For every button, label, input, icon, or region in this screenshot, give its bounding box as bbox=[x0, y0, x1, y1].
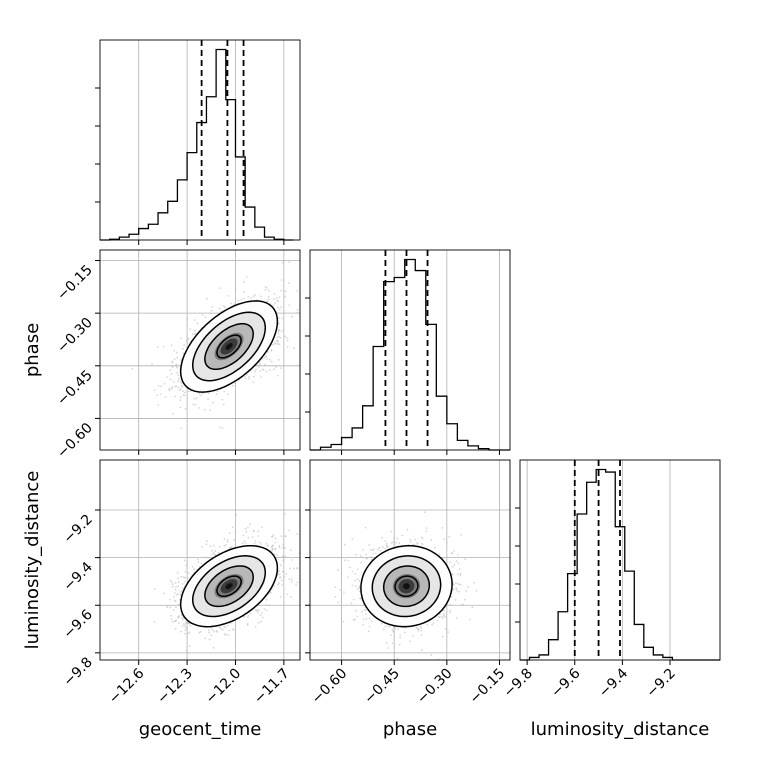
x-tick-label-phase: −0.15 bbox=[467, 666, 509, 708]
x-axis-label-phase: phase bbox=[383, 719, 437, 740]
density-luminosity-distance-vs-phase-contour-1 bbox=[382, 565, 431, 608]
x-tick-label-geocent-time: −11.7 bbox=[251, 666, 293, 708]
hist-phase-frame bbox=[309, 249, 511, 451]
x-tick-label-luminosity-distance: −9.2 bbox=[643, 666, 678, 701]
density-luminosity-distance-vs-geocent-time-contour-2 bbox=[191, 555, 267, 618]
x-tick-label-geocent-time: −12.6 bbox=[106, 665, 148, 707]
hist-luminosity-distance-panel: −9.8 −9.6 −9.4 −9.2 bbox=[501, 459, 721, 701]
density-luminosity-distance-vs-geocent-time-contour-1 bbox=[204, 565, 254, 608]
density-phase-vs-geocent-time-shade-5 bbox=[225, 343, 233, 350]
density-luminosity-distance-vs-phase-contour-0 bbox=[394, 575, 419, 598]
x-tick-label-phase: −0.45 bbox=[361, 666, 403, 708]
density-luminosity-distance-vs-phase-shade-5 bbox=[403, 583, 410, 590]
y-tick-label-phase: −0.30 bbox=[54, 315, 96, 357]
density-luminosity-distance-vs-phase-panel: −0.60 −0.45 −0.30 −0.15 bbox=[305, 459, 511, 708]
density-luminosity-distance-vs-geocent-time-contour-3 bbox=[179, 544, 279, 628]
x-axis-label-geocent-time: geocent_time bbox=[139, 719, 262, 740]
density-luminosity-distance-vs-geocent-time-shade-5 bbox=[225, 583, 233, 590]
y-tick-label-luminosity-distance: −9.2 bbox=[60, 512, 95, 547]
hist-luminosity-distance-frame bbox=[519, 459, 721, 661]
x-tick-label-luminosity-distance: −9.4 bbox=[596, 665, 631, 700]
density-phase-vs-geocent-time-contour-1 bbox=[204, 322, 254, 371]
density-phase-vs-geocent-time-panel: −0.60 −0.45 −0.30 −0.15 bbox=[54, 249, 301, 462]
density-luminosity-distance-vs-geocent-time-contour-0 bbox=[216, 575, 242, 598]
density-phase-vs-geocent-time-contour-0 bbox=[216, 334, 242, 359]
density-luminosity-distance-vs-geocent-time-panel: −12.6 −12.3 −12.0 −11.7 −9.8 −9.6 −9.4 −9.2 bbox=[60, 459, 301, 708]
y-tick-label-phase: −0.45 bbox=[54, 367, 96, 409]
hist-luminosity-distance-steps bbox=[520, 468, 720, 661]
density-phase-vs-geocent-time-contour-2 bbox=[191, 311, 267, 382]
x-tick-label-geocent-time: −12.0 bbox=[203, 666, 245, 708]
hist-geocent-time-steps bbox=[100, 48, 294, 241]
y-axis-label-luminosity-distance: luminosity_distance bbox=[22, 471, 43, 650]
y-tick-label-luminosity-distance: −9.4 bbox=[60, 559, 95, 594]
x-tick-label-luminosity-distance: −9.8 bbox=[501, 666, 536, 701]
density-phase-vs-geocent-time-frame bbox=[99, 249, 301, 451]
y-tick-label-phase: −0.60 bbox=[54, 420, 96, 462]
hist-phase-steps bbox=[310, 258, 510, 451]
density-phase-vs-geocent-time-contour-3 bbox=[179, 300, 279, 393]
x-tick-label-luminosity-distance: −9.6 bbox=[548, 665, 583, 700]
y-tick-label-luminosity-distance: −9.8 bbox=[60, 654, 95, 689]
density-luminosity-distance-vs-phase-frame bbox=[309, 459, 511, 661]
x-tick-label-phase: −0.30 bbox=[414, 666, 456, 708]
x-tick-label-phase: −0.60 bbox=[309, 666, 351, 708]
y-tick-label-luminosity-distance: −9.6 bbox=[60, 607, 95, 642]
density-luminosity-distance-vs-phase-contour-2 bbox=[371, 555, 442, 618]
density-luminosity-distance-vs-phase-contour-3 bbox=[360, 545, 453, 628]
hist-geocent-time-frame bbox=[99, 39, 301, 241]
hist-geocent-time-panel bbox=[95, 39, 301, 245]
hist-phase-panel bbox=[305, 249, 511, 455]
y-tick-label-phase: −0.15 bbox=[54, 262, 96, 304]
y-axis-label-phase: phase bbox=[22, 323, 43, 377]
x-tick-label-geocent-time: −12.3 bbox=[154, 666, 196, 708]
x-axis-label-luminosity-distance: luminosity_distance bbox=[531, 719, 710, 740]
density-luminosity-distance-vs-geocent-time-frame bbox=[99, 459, 301, 661]
